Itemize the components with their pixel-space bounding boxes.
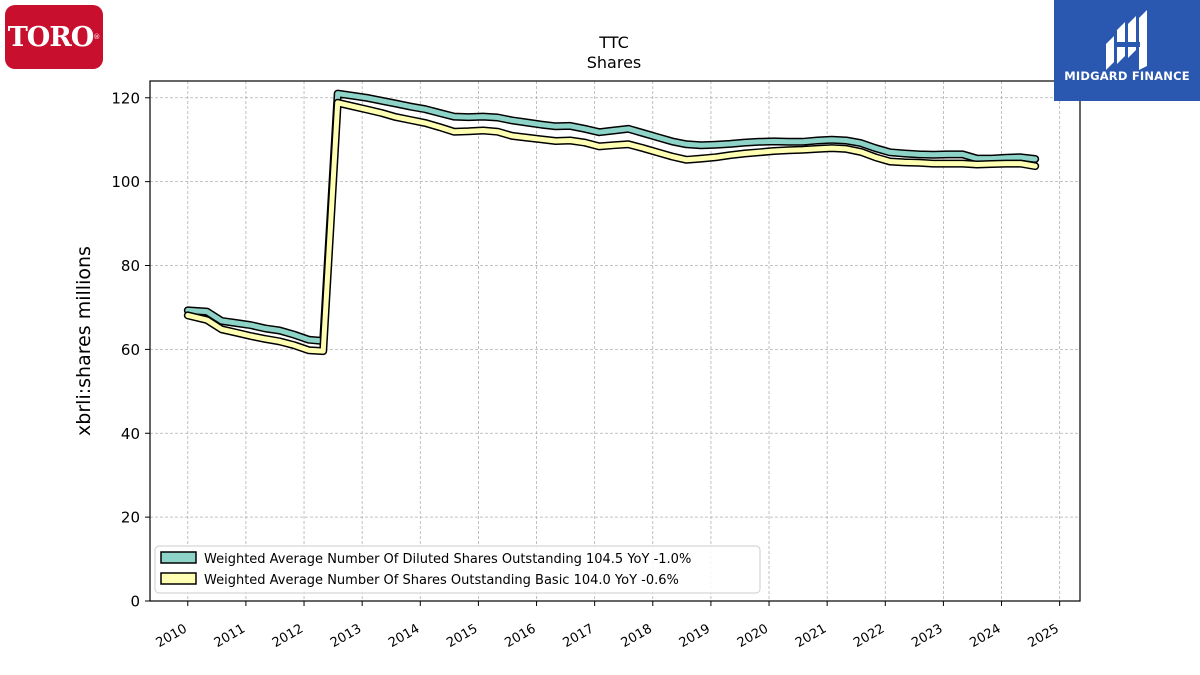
x-tick-label: 2012 (270, 621, 306, 651)
series-lines (183, 89, 1040, 356)
y-tick-label: 80 (121, 257, 140, 275)
y-axis-label: xbrli:shares millions (73, 246, 95, 436)
x-tick-label: 2016 (502, 621, 538, 651)
x-tick-label: 2021 (793, 621, 829, 651)
y-tick-label: 40 (121, 425, 140, 443)
x-tick-label: 2023 (909, 621, 945, 651)
x-axis-ticks: 2010 2011 2012 2013 2014 2015 2016 2017 2018 2019… (154, 601, 1062, 651)
x-tick-label: 2014 (386, 621, 422, 651)
x-tick-label: 2017 (560, 621, 596, 651)
x-tick-label: 2019 (677, 621, 713, 651)
chart-title: TTC (598, 33, 629, 52)
x-tick-label: 2025 (1025, 621, 1061, 651)
y-tick-label: 0 (130, 593, 140, 611)
toro-registered-mark: ® (93, 33, 101, 41)
toro-logo: TORO ® (5, 5, 103, 69)
chart-subtitle: Shares (587, 53, 642, 72)
x-tick-label: 2022 (851, 621, 887, 651)
grid (150, 81, 1080, 602)
x-tick-label: 2024 (967, 621, 1003, 651)
legend-label-basic: Weighted Average Number Of Shares Outsta… (204, 573, 679, 588)
x-tick-label: 2015 (444, 621, 480, 651)
y-axis-ticks: 0 20 40 60 80 100 120 (111, 89, 150, 611)
legend-box (154, 545, 761, 594)
plot-frame (149, 80, 1081, 602)
series-line-0 (185, 91, 1038, 344)
midgard-finance-logo: MIDGARD FINANCE (1054, 0, 1200, 101)
y-tick-label: 60 (121, 341, 140, 359)
y-tick-label: 100 (111, 173, 140, 191)
series-line-1 (185, 100, 1038, 354)
x-tick-label: 2018 (619, 621, 655, 651)
legend-label-diluted: Weighted Average Number Of Diluted Share… (204, 552, 691, 567)
legend: Weighted Average Number Of Diluted Share… (154, 545, 761, 594)
toro-logo-text: TORO (7, 21, 95, 53)
y-tick-label: 120 (111, 89, 140, 107)
x-tick-label: 2011 (212, 621, 248, 651)
midgard-finance-name: MIDGARD FINANCE (1064, 69, 1190, 83)
legend-swatch-diluted (160, 551, 197, 564)
y-tick-label: 20 (121, 509, 140, 527)
legend-swatch-basic (160, 572, 197, 585)
series-outline-1 (183, 98, 1040, 356)
x-tick-label: 2010 (154, 621, 190, 651)
x-tick-label: 2020 (735, 621, 771, 651)
x-tick-label: 2013 (328, 621, 364, 651)
midgard-emblem-icon (1106, 10, 1147, 70)
